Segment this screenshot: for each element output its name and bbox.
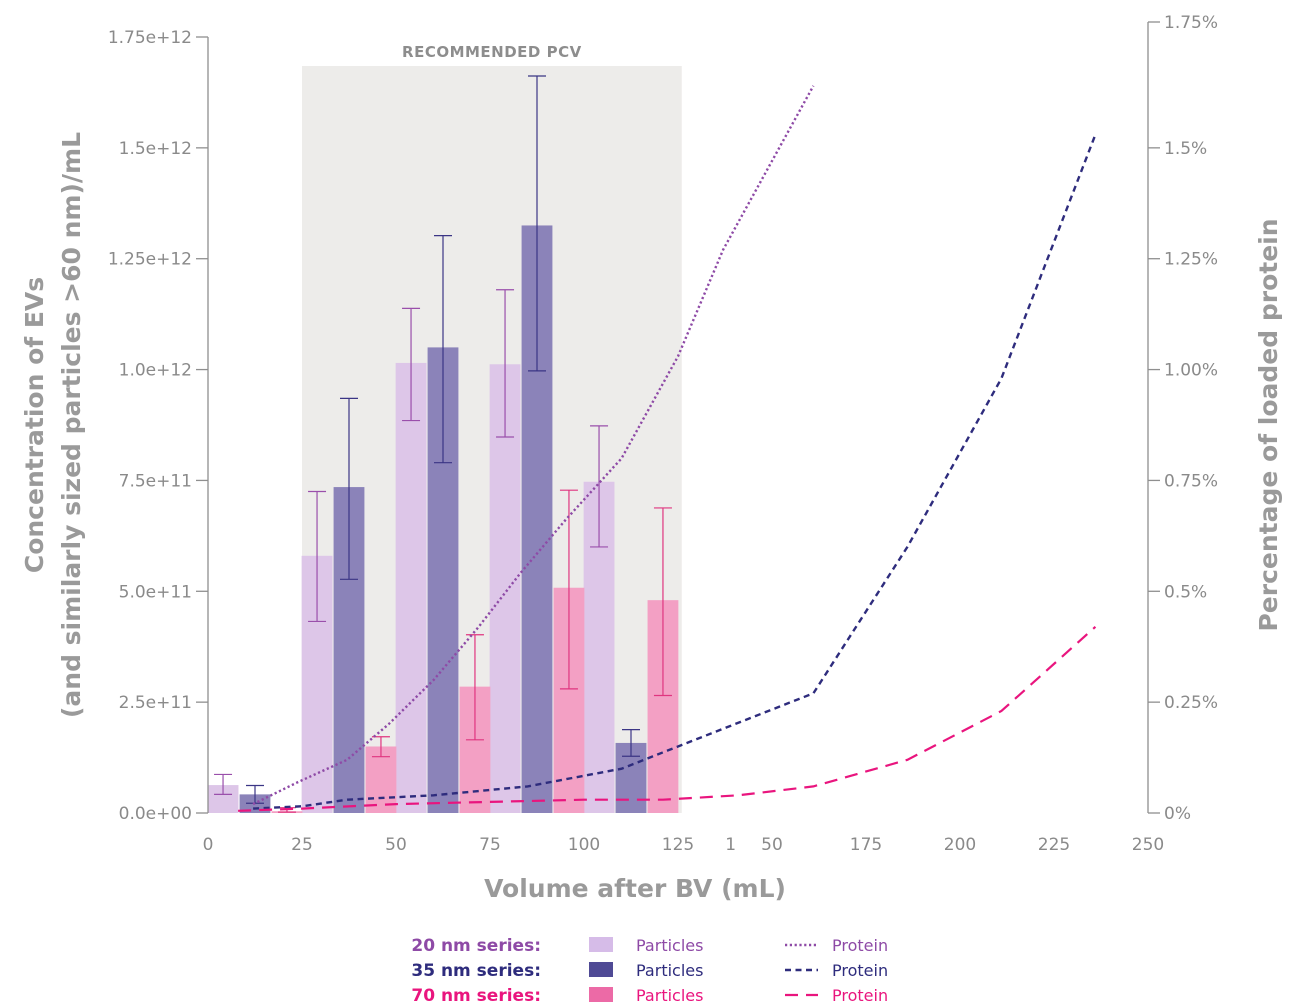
legend-particles-label: Particles [636,986,703,1005]
y-right-tick-label: 0.5% [1164,582,1207,602]
legend-protein-label: Protein [832,961,888,980]
x-tick-label: 50 [385,835,407,855]
y-right-tick-label: 1.25% [1164,250,1218,270]
x-tick-label: 1 [725,835,736,855]
x-tick-label: 100 [568,835,600,855]
x-tick-label: 25 [291,835,313,855]
x-tick-label: 250 [1132,835,1164,855]
legend-particles-swatch [589,937,613,952]
axes-layer: 0.0e+00 2.5e+11 5.0e+11 7.5e+11 1.0e+12 1.25e… [108,13,1218,855]
protein-line [238,625,1097,812]
x-tick-label: 175 [850,835,882,855]
band-label: RECOMMENDED PCV [402,43,582,61]
y-right-tick-label: 1.00% [1164,361,1218,381]
y-left-tick-label: 7.5e+11 [119,471,192,491]
y-left-tick-label: 2.5e+11 [119,693,192,713]
bar [489,364,521,813]
y-left-tick-label: 0.0e+00 [119,804,192,824]
legend-particles-label: Particles [636,936,703,955]
legend-particles-swatch [589,987,613,1002]
legend: 20 nm series: Particles Protein 35 nm serie… [411,936,888,1006]
x-tick-label: 125 [662,835,694,855]
x-axis-title: Volume after BV (mL) [484,874,786,903]
y-axis-right-title: Percentage of loaded protein [1254,218,1283,631]
protein-line [253,134,1097,810]
legend-series-label: 70 nm series: [411,986,541,1006]
protein-lines-layer [238,85,1097,812]
y-left-tick-label: 1.0e+12 [119,361,192,381]
y-left-tick-label: 5.0e+11 [119,582,192,602]
y-right-tick-label: 0.75% [1164,471,1218,491]
y-axis-left-title-line2: (and similarly sized particles >60 nm)/m… [57,132,86,718]
x-tick-label: 75 [479,835,501,855]
legend-protein-label: Protein [832,986,888,1005]
x-tick-label: 200 [944,835,976,855]
x-tick-label: 0 [203,835,214,855]
legend-particles-label: Particles [636,961,703,980]
bars-layer [207,225,679,813]
legend-protein-label: Protein [832,936,888,955]
y-right-tick-label: 0.25% [1164,693,1218,713]
legend-particles-swatch [589,962,613,977]
legend-series-label: 20 nm series: [411,936,541,956]
y-right-tick-label: 0% [1164,804,1191,824]
y-axis-left-title-line1: Concentration of EVs [20,277,49,573]
legend-series-label: 35 nm series: [411,961,541,981]
protein-line [252,85,815,806]
y-left-tick-label: 1.75e+12 [108,28,192,48]
bar [365,746,397,813]
y-right-tick-label: 1.5% [1164,139,1207,159]
y-right-tick-label: 1.75% [1164,13,1218,33]
x-tick-label: 225 [1038,835,1070,855]
x-tick-label: 50 [761,835,783,855]
bar [395,362,427,813]
y-left-tick-label: 1.25e+12 [108,250,192,270]
y-left-tick-label: 1.5e+12 [119,139,192,159]
